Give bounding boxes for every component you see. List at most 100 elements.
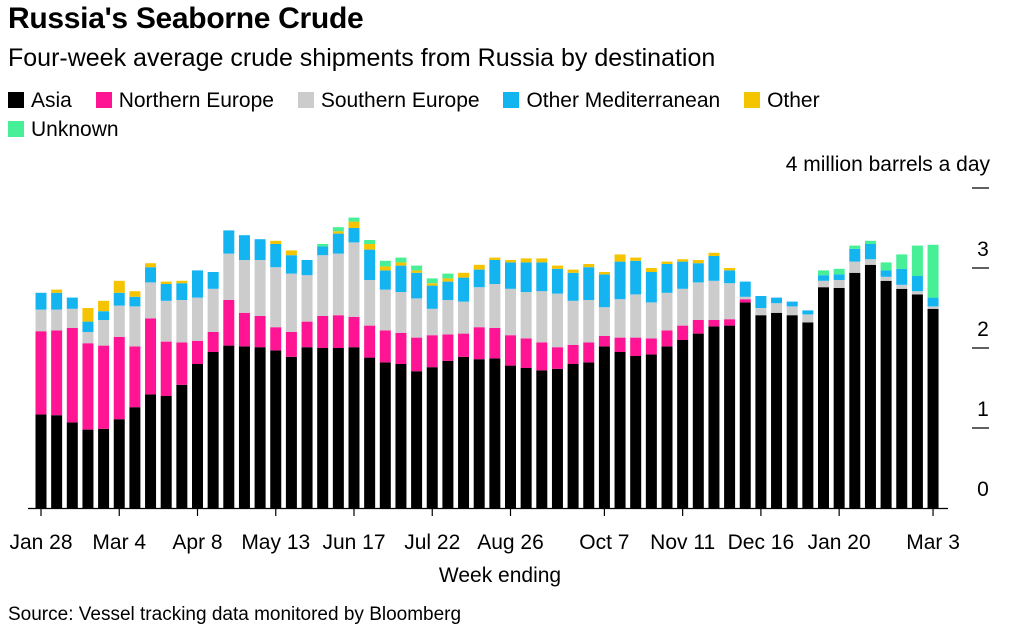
bar-segment-other-mediterranean-5 xyxy=(113,292,125,306)
bar-segment-other-3 xyxy=(82,308,94,322)
bar-segment-asia-12 xyxy=(223,345,235,508)
bar-segment-southern-europe-30 xyxy=(505,288,516,336)
bar-segment-unknown-51 xyxy=(833,268,845,275)
bar-segment-unknown-53 xyxy=(864,240,876,244)
bar-segment-asia-30 xyxy=(505,365,516,508)
bar-segment-other-mediterranean-7 xyxy=(145,267,157,283)
bar-segment-other-mediterranean-20 xyxy=(348,228,360,243)
bar-segment-other-mediterranean-16 xyxy=(285,255,297,274)
bar-segment-southern-europe-18 xyxy=(317,255,329,316)
bar-segment-asia-2 xyxy=(66,422,78,508)
bar-segment-southern-europe-2 xyxy=(66,308,78,328)
bar-segment-asia-9 xyxy=(176,384,188,508)
bar-segment-southern-europe-36 xyxy=(598,307,610,336)
bar-segment-southern-europe-40 xyxy=(661,292,673,331)
bar-segment-asia-28 xyxy=(473,359,485,508)
bar-segment-asia-45 xyxy=(739,302,751,508)
bar-segment-northern-europe-26 xyxy=(442,334,454,361)
bar-segment-other-mediterranean-29 xyxy=(489,260,501,284)
bar-segment-other-mediterranean-12 xyxy=(223,230,235,254)
bar-segment-asia-13 xyxy=(238,346,250,508)
bar-segment-unknown-56 xyxy=(911,245,923,276)
x-tick-label-46: Dec 16 xyxy=(728,531,795,554)
bar-segment-asia-16 xyxy=(285,356,297,508)
bar-segment-other-24 xyxy=(411,270,423,273)
bar-segment-southern-europe-17 xyxy=(301,275,313,322)
bar-segment-asia-1 xyxy=(51,415,63,508)
bar-segment-southern-europe-25 xyxy=(426,308,438,336)
bar-segment-asia-40 xyxy=(661,346,673,508)
bar-segment-other-6 xyxy=(129,291,141,297)
bar-segment-other-mediterranean-48 xyxy=(786,301,798,307)
chart-title: Russia's Seaborne Crude xyxy=(8,2,364,35)
bar-segment-other-mediterranean-55 xyxy=(896,268,908,285)
bar-segment-asia-53 xyxy=(864,264,876,508)
bar-segment-southern-europe-10 xyxy=(192,297,203,341)
bar-segment-other-15 xyxy=(270,240,282,244)
legend-swatch-other xyxy=(744,92,761,108)
bar-segment-northern-europe-1 xyxy=(51,330,63,416)
bar-segment-other-mediterranean-56 xyxy=(911,276,923,292)
bar-segment-asia-47 xyxy=(771,312,783,508)
bar-segment-asia-22 xyxy=(379,362,391,508)
x-tick-label-15: May 13 xyxy=(241,531,310,554)
bar-segment-southern-europe-11 xyxy=(207,288,219,332)
bar-segment-other-20 xyxy=(348,221,360,228)
bar-segment-asia-42 xyxy=(692,333,704,508)
bar-segment-other-mediterranean-13 xyxy=(238,235,250,260)
bar-segment-asia-18 xyxy=(317,348,329,508)
bar-segment-southern-europe-0 xyxy=(35,309,47,332)
bar-segment-asia-19 xyxy=(332,348,344,508)
legend-item-southern-europe: Southern Europe xyxy=(297,86,480,115)
bar-segment-southern-europe-29 xyxy=(489,284,501,328)
bar-segment-unknown-57 xyxy=(927,244,939,298)
legend-label-other-mediterranean: Other Mediterranean xyxy=(526,89,721,112)
x-tick-label-41: Nov 11 xyxy=(650,531,715,554)
bar-segment-asia-6 xyxy=(129,407,141,508)
bar-segment-northern-europe-34 xyxy=(567,344,579,364)
bar-segment-asia-0 xyxy=(35,414,47,508)
bar-segment-asia-25 xyxy=(426,367,438,508)
bar-segment-southern-europe-28 xyxy=(473,287,485,328)
legend-swatch-unknown xyxy=(8,121,24,137)
bar-segment-northern-europe-43 xyxy=(708,320,720,327)
bar-segment-other-mediterranean-24 xyxy=(411,272,423,299)
bar-segment-southern-europe-46 xyxy=(755,308,767,316)
bar-segment-northern-europe-12 xyxy=(223,300,235,346)
bar-segment-southern-europe-20 xyxy=(348,242,360,317)
bar-segment-southern-europe-44 xyxy=(724,283,736,320)
bar-segment-northern-europe-25 xyxy=(426,335,438,368)
bar-segment-asia-11 xyxy=(207,352,219,508)
x-tick-label-5: Mar 4 xyxy=(92,531,146,554)
bar-segment-asia-8 xyxy=(160,396,172,508)
x-tick-label-0: Jan 28 xyxy=(9,531,72,554)
bar-segment-southern-europe-15 xyxy=(270,267,282,328)
bar-segment-other-mediterranean-31 xyxy=(520,262,532,292)
x-tick-label-30: Aug 26 xyxy=(477,531,544,554)
bar-segment-other-4 xyxy=(98,300,110,312)
bar-segment-northern-europe-36 xyxy=(598,336,610,347)
bar-segment-unknown-26 xyxy=(442,273,454,279)
bar-segment-southern-europe-4 xyxy=(98,320,110,346)
bar-segment-other-mediterranean-49 xyxy=(802,310,814,315)
bar-segment-northern-europe-5 xyxy=(113,336,125,420)
bar-segment-other-mediterranean-1 xyxy=(51,292,63,310)
bar-segment-asia-55 xyxy=(896,288,908,508)
bar-segment-northern-europe-38 xyxy=(630,337,642,356)
bar-segment-other-mediterranean-40 xyxy=(661,264,673,293)
bar-segment-southern-europe-5 xyxy=(113,305,125,337)
bar-segment-northern-europe-21 xyxy=(364,325,376,358)
bar-segment-other-mediterranean-57 xyxy=(927,297,939,307)
bar-segment-asia-3 xyxy=(82,429,94,508)
bar-segment-other-mediterranean-8 xyxy=(160,284,172,301)
bar-segment-asia-43 xyxy=(708,326,720,508)
bar-segment-northern-europe-30 xyxy=(505,335,516,366)
bar-segment-northern-europe-17 xyxy=(301,321,313,348)
bar-segment-other-mediterranean-33 xyxy=(551,268,563,294)
bar-segment-other-19 xyxy=(332,231,344,234)
bar-segment-northern-europe-11 xyxy=(207,332,219,352)
bar-segment-unknown-23 xyxy=(395,257,407,263)
bar-segment-northern-europe-2 xyxy=(66,328,78,423)
bar-segment-other-28 xyxy=(473,264,485,270)
bar-segment-southern-europe-23 xyxy=(395,292,407,333)
